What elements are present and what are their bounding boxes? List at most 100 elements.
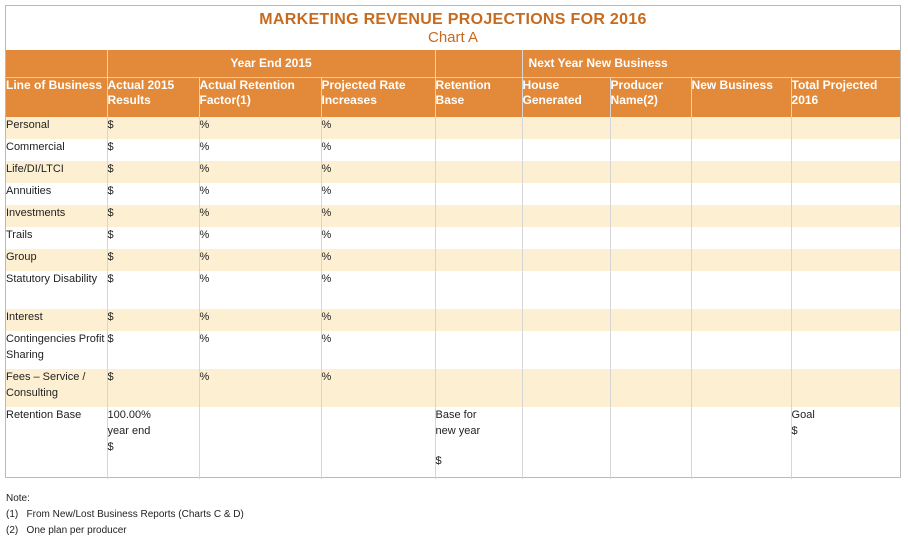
empty-cell[interactable]	[610, 407, 692, 479]
retention-cell[interactable]: %	[199, 369, 322, 407]
empty-cell[interactable]	[610, 249, 692, 271]
rate-cell[interactable]: %	[321, 271, 436, 309]
actual-cell[interactable]: $	[107, 117, 200, 139]
empty-cell[interactable]	[435, 249, 523, 271]
retention-cell[interactable]: %	[199, 161, 322, 183]
retention-cell[interactable]: %	[199, 205, 322, 227]
empty-cell[interactable]	[791, 205, 901, 227]
empty-cell[interactable]	[522, 309, 611, 331]
empty-cell[interactable]	[522, 407, 611, 479]
empty-cell[interactable]	[691, 331, 792, 369]
col-header-total-projected: Total Projected 2016	[791, 76, 901, 117]
empty-cell[interactable]	[791, 249, 901, 271]
empty-cell[interactable]	[791, 139, 900, 161]
empty-cell[interactable]	[610, 369, 692, 407]
empty-cell[interactable]	[522, 227, 611, 249]
empty-cell[interactable]	[522, 139, 611, 161]
actual-cell[interactable]: $	[107, 249, 200, 271]
base-for-new-year-cell[interactable]: Base for new year $	[435, 407, 523, 479]
empty-cell[interactable]	[522, 205, 611, 227]
empty-cell[interactable]	[610, 117, 692, 139]
chart-frame: MARKETING REVENUE PROJECTIONS FOR 2016 C…	[5, 5, 901, 479]
empty-cell[interactable]	[435, 309, 523, 331]
empty-cell[interactable]	[522, 331, 611, 369]
empty-cell[interactable]	[435, 271, 523, 309]
empty-cell[interactable]	[791, 117, 901, 139]
base-dollar: $	[435, 455, 442, 467]
empty-cell[interactable]	[610, 161, 692, 183]
retention-cell[interactable]: %	[199, 331, 322, 369]
empty-cell[interactable]	[691, 205, 792, 227]
empty-cell[interactable]	[435, 139, 523, 161]
rate-cell[interactable]: %	[321, 161, 436, 183]
empty-cell[interactable]	[435, 331, 523, 369]
empty-cell[interactable]	[691, 369, 792, 407]
empty-cell[interactable]	[691, 183, 792, 205]
rate-cell[interactable]: %	[321, 205, 436, 227]
empty-cell[interactable]	[610, 331, 692, 369]
empty-cell[interactable]	[522, 369, 611, 407]
retention-cell[interactable]: %	[199, 139, 322, 161]
retention-cell[interactable]: %	[199, 249, 322, 271]
actual-cell[interactable]: $	[107, 227, 200, 249]
empty-cell[interactable]	[435, 161, 523, 183]
rate-cell[interactable]: %	[321, 227, 436, 249]
empty-cell[interactable]	[791, 161, 901, 183]
retention-cell[interactable]: %	[199, 309, 322, 331]
empty-cell[interactable]	[691, 227, 792, 249]
rate-cell[interactable]: %	[321, 139, 436, 161]
empty-cell[interactable]	[610, 271, 692, 309]
actual-cell[interactable]: $	[107, 271, 200, 309]
empty-cell[interactable]	[435, 369, 523, 407]
empty-cell[interactable]	[435, 117, 523, 139]
retention-cell[interactable]: %	[199, 183, 322, 205]
actual-cell[interactable]: $	[107, 369, 200, 407]
empty-cell[interactable]	[610, 205, 692, 227]
actual-cell[interactable]: $	[107, 183, 200, 205]
empty-cell[interactable]	[791, 271, 900, 309]
retention-cell[interactable]: %	[199, 271, 322, 309]
retention-cell[interactable]: %	[199, 117, 322, 139]
empty-cell[interactable]	[522, 183, 611, 205]
rate-cell[interactable]: %	[321, 117, 436, 139]
rate-cell[interactable]: %	[321, 369, 436, 407]
retention-cell[interactable]: %	[199, 227, 322, 249]
empty-cell[interactable]	[435, 205, 523, 227]
rate-cell[interactable]: %	[321, 309, 436, 331]
empty-cell[interactable]	[610, 183, 692, 205]
empty-cell[interactable]	[522, 117, 611, 139]
actual-cell[interactable]: $	[107, 205, 200, 227]
rate-cell[interactable]: %	[321, 249, 436, 271]
empty-cell[interactable]	[610, 139, 692, 161]
empty-cell[interactable]	[522, 249, 611, 271]
rate-cell[interactable]: %	[321, 331, 436, 369]
empty-cell[interactable]	[199, 407, 322, 479]
actual-cell[interactable]: $	[107, 139, 200, 161]
empty-cell[interactable]	[791, 331, 900, 369]
empty-cell[interactable]	[435, 183, 523, 205]
line-of-business-cell: Annuities	[6, 183, 108, 205]
empty-cell[interactable]	[691, 161, 792, 183]
empty-cell[interactable]	[522, 271, 611, 309]
empty-cell[interactable]	[610, 227, 692, 249]
empty-cell[interactable]	[522, 161, 611, 183]
empty-cell[interactable]	[791, 309, 901, 331]
actual-cell[interactable]: $	[107, 161, 200, 183]
actual-cell[interactable]: $	[107, 309, 200, 331]
empty-cell[interactable]	[321, 407, 436, 479]
empty-cell[interactable]	[791, 369, 901, 407]
empty-cell[interactable]	[691, 309, 792, 331]
empty-cell[interactable]	[691, 117, 792, 139]
retention-base-actual[interactable]: 100.00% year end $	[107, 407, 200, 479]
empty-cell[interactable]	[691, 249, 792, 271]
goal-cell[interactable]: Goal $	[791, 407, 900, 479]
actual-cell[interactable]: $	[107, 331, 200, 369]
empty-cell[interactable]	[791, 227, 900, 249]
empty-cell[interactable]	[791, 183, 900, 205]
empty-cell[interactable]	[435, 227, 523, 249]
empty-cell[interactable]	[691, 271, 792, 309]
empty-cell[interactable]	[691, 139, 792, 161]
rate-cell[interactable]: %	[321, 183, 436, 205]
empty-cell[interactable]	[610, 309, 692, 331]
empty-cell[interactable]	[691, 407, 792, 479]
